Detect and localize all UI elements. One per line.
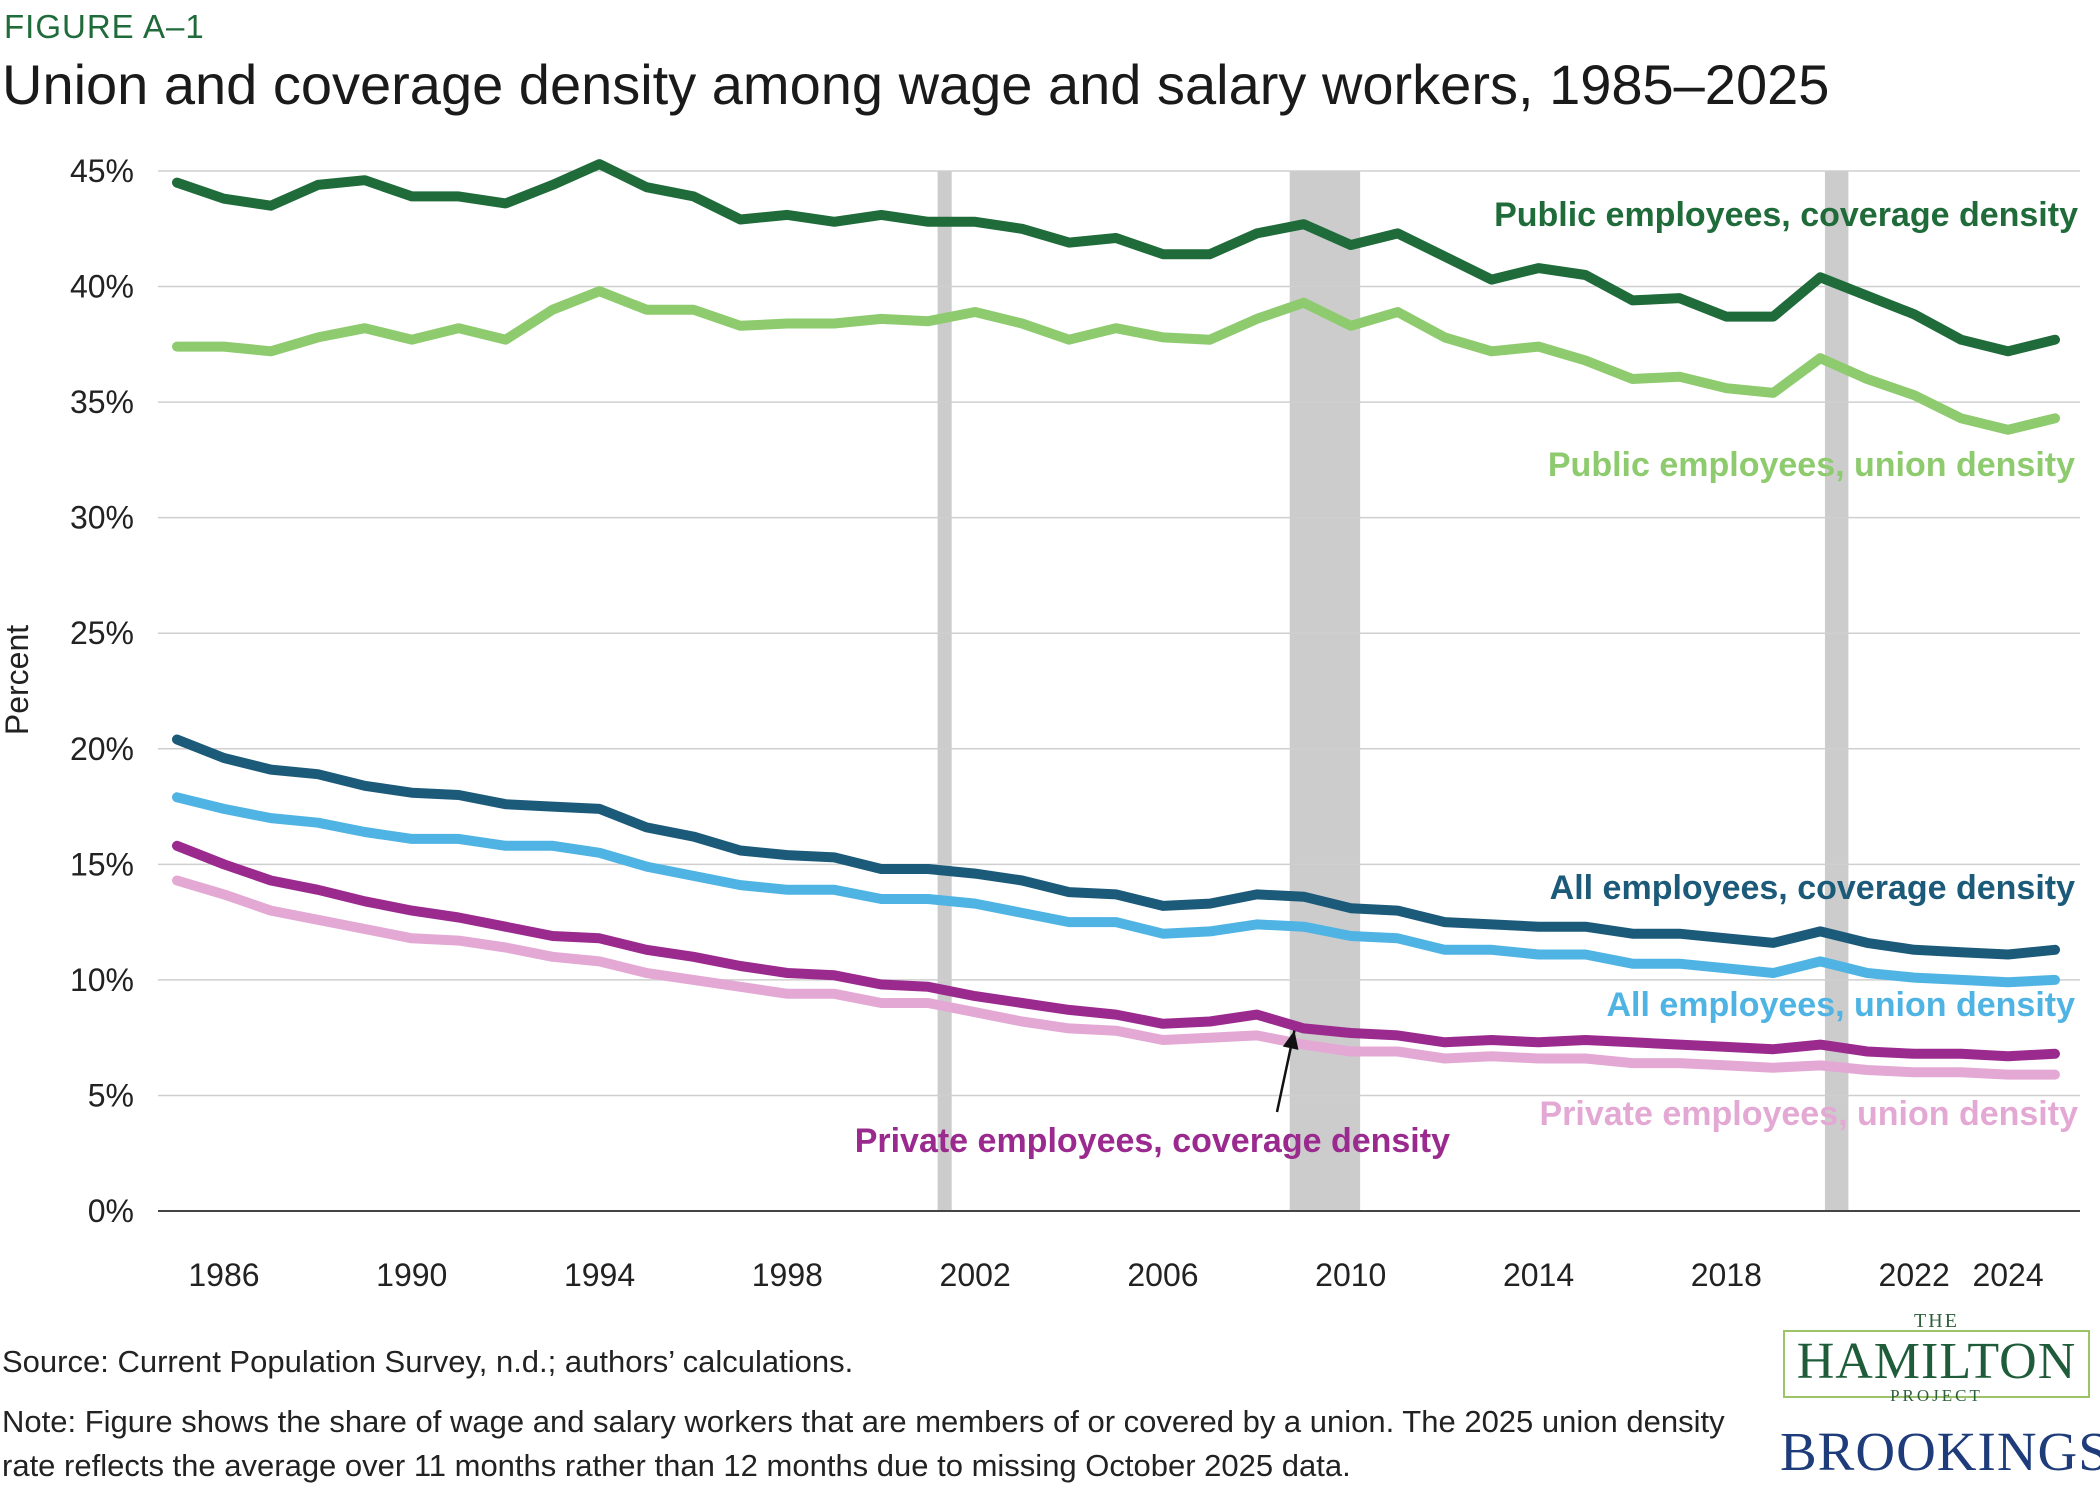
series-annotation: Private employees, union density xyxy=(1539,1095,2078,1133)
line-chart: 0% 5% 10% 15% 20% 25% 30% 35% 40% 45% 1986 1990 199… xyxy=(0,153,2080,1293)
x-axis-ticks: 1986 1990 1994 1998 2002 2006 2010 2014 2018 2022… xyxy=(188,1257,2043,1293)
recession-band xyxy=(937,171,952,1211)
y-axis-label: Percent xyxy=(0,625,35,735)
hamilton-project-logo: THE HAMILTON PROJECT xyxy=(1783,1310,2090,1405)
x-tick-label: 1998 xyxy=(752,1257,823,1293)
chart-title: Union and coverage density among wage an… xyxy=(2,53,1830,116)
logo-the: THE xyxy=(1914,1310,1959,1332)
x-tick-label: 2018 xyxy=(1691,1257,1762,1293)
series-annotation: Public employees, union density xyxy=(1548,446,2075,484)
x-tick-label: 2002 xyxy=(940,1257,1011,1293)
recession-band xyxy=(1824,171,1849,1211)
series-line-public-employees-coverage-density xyxy=(172,159,2060,357)
series-annotation: Private employees, coverage density xyxy=(855,1122,1450,1160)
source-note: Source: Current Population Survey, n.d.;… xyxy=(2,1344,854,1379)
y-tick-label: 35% xyxy=(70,384,134,420)
recession-bands xyxy=(937,171,1849,1211)
x-tick-label: 2014 xyxy=(1503,1257,1574,1293)
series-annotation: Public employees, coverage density xyxy=(1494,196,2078,234)
x-tick-label: 1990 xyxy=(376,1257,447,1293)
x-tick-label: 2006 xyxy=(1127,1257,1198,1293)
y-tick-label: 20% xyxy=(70,731,134,767)
footnote: Note: Figure shows the share of wage and… xyxy=(2,1404,1725,1483)
x-tick-label: 2024 xyxy=(1972,1257,2043,1293)
series-annotation: All employees, union density xyxy=(1606,986,2075,1024)
x-tick-label: 2022 xyxy=(1879,1257,1950,1293)
series-annotations: Public employees, coverage density Public… xyxy=(855,196,2078,1160)
x-tick-label: 1994 xyxy=(564,1257,635,1293)
gridlines xyxy=(158,170,2080,1212)
figure-label: FIGURE A–1 xyxy=(4,8,205,45)
series-line-private-employees-union-density xyxy=(172,875,2060,1080)
series-line-public-employees-union-density xyxy=(172,286,2060,435)
y-tick-label: 15% xyxy=(70,846,134,882)
x-tick-label: 2010 xyxy=(1315,1257,1386,1293)
y-tick-label: 40% xyxy=(70,269,134,305)
y-axis-ticks: 0% 5% 10% 15% 20% 25% 30% 35% 40% 45% xyxy=(70,153,134,1229)
series-line-private-employees-coverage-density xyxy=(172,840,2060,1062)
y-tick-label: 25% xyxy=(70,615,134,651)
logo-project: PROJECT xyxy=(1890,1386,1983,1405)
x-tick-label: 1986 xyxy=(188,1257,259,1293)
series-line-all-employees-union-density xyxy=(172,792,2060,988)
logo-hamilton-name: HAMILTON xyxy=(1796,1333,2077,1390)
y-tick-label: 5% xyxy=(88,1077,134,1113)
series-annotation: All employees, coverage density xyxy=(1550,869,2075,907)
series-line-all-employees-coverage-density xyxy=(172,734,2060,960)
y-tick-label: 10% xyxy=(70,962,134,998)
logo-frame xyxy=(1783,1330,2090,1398)
annotation-arrow-head xyxy=(1282,1030,1299,1050)
y-tick-label: 0% xyxy=(88,1193,134,1229)
y-tick-label: 30% xyxy=(70,500,134,536)
series-lines xyxy=(172,159,2060,1080)
brookings-logo: BROOKINGS xyxy=(1780,1421,2100,1482)
y-tick-label: 45% xyxy=(70,153,134,189)
